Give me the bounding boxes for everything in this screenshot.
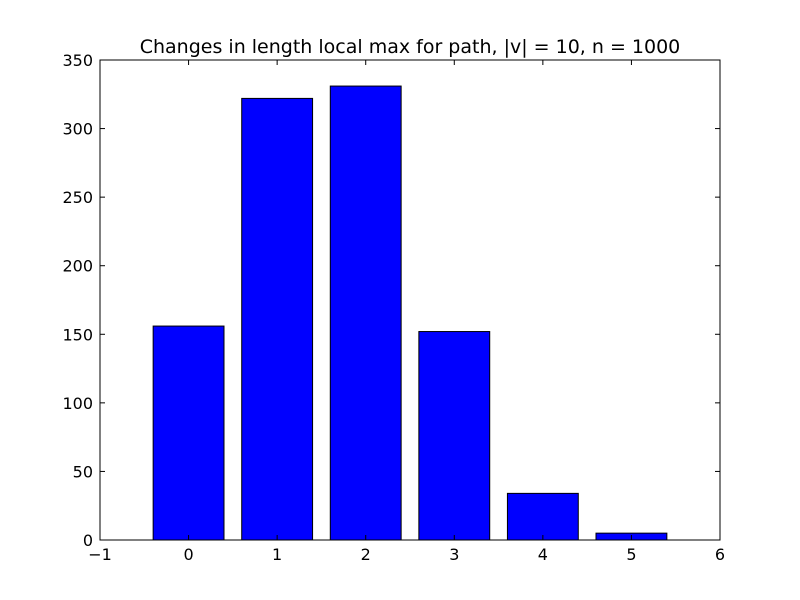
y-tick-label: 250 (62, 188, 93, 207)
y-tick-label: 0 (83, 531, 93, 550)
x-tick-label: 1 (272, 545, 282, 564)
y-tick-label: 150 (62, 325, 93, 344)
y-tick-label: 300 (62, 120, 93, 139)
bar-1 (241, 97, 314, 541)
plot-area-frame (99, 59, 721, 541)
bar-2 (329, 85, 402, 541)
x-tick-label: 4 (538, 545, 548, 564)
y-tick-label: 100 (62, 394, 93, 413)
y-tick-label: 50 (73, 462, 93, 481)
bar-0 (152, 325, 225, 541)
chart-title: Changes in length local max for path, |v… (140, 36, 681, 58)
x-tick-label: 6 (715, 545, 725, 564)
x-tick-label: 2 (361, 545, 371, 564)
y-tick-label: 350 (62, 51, 93, 70)
bar-4 (506, 492, 579, 541)
x-tick-label: 5 (626, 545, 636, 564)
y-tick-label: 200 (62, 257, 93, 276)
bars-group (152, 85, 668, 541)
x-tick-label: −1 (88, 545, 112, 564)
x-tick-label: 0 (183, 545, 193, 564)
x-tick-label: 3 (449, 545, 459, 564)
bar-3 (418, 331, 491, 541)
